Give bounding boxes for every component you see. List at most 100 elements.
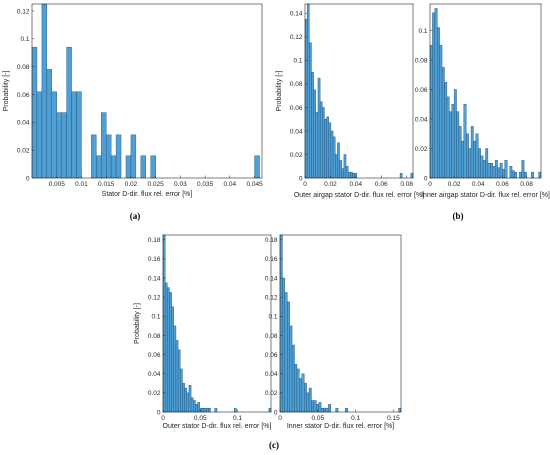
histogram-bar-c1-9 [182, 383, 185, 413]
y-axis-label-b1: Probability [-] [276, 71, 283, 112]
histogram-bar-b1-13 [332, 136, 336, 179]
histogram-bar-c1-20 [205, 407, 209, 413]
histogram-bar-a-2 [41, 3, 48, 179]
histogram-bar-c1-13 [190, 397, 194, 413]
y-tick-label-a-2: 0.04 [17, 120, 30, 127]
histogram-bar-b1-6 [317, 77, 321, 179]
histogram-bar-c1-4 [171, 306, 174, 413]
histogram-bar-b1-14 [335, 154, 338, 179]
histogram-bar-b1-16 [339, 160, 342, 179]
x-tick-label-b2-3: 0.06 [496, 181, 509, 188]
y-tick-label-b2-5: 0.1 [418, 28, 427, 35]
subfigure-caption-b2: (b) [453, 211, 464, 221]
x-tick-label-c2-1: 0.05 [311, 415, 324, 422]
histogram-bar-b2-12 [458, 126, 462, 179]
histogram-bar-c2-19 [325, 407, 329, 413]
x-tick-label-a-0: 0.005 [49, 181, 66, 188]
histogram-bar-c2-27 [345, 407, 348, 413]
histogram-bar-b2-38 [521, 160, 525, 179]
y-tick-label-c2-3: 0.06 [265, 352, 278, 359]
histogram-bar-b1-7 [319, 101, 323, 179]
histogram-bar-b2-4 [439, 45, 443, 179]
histogram-bar-a-7 [66, 46, 72, 179]
histogram-bar-a-17 [115, 134, 122, 179]
x-tick-label-b2-4: 0.08 [520, 181, 533, 188]
axes-frame-b1 [304, 3, 414, 179]
histogram-bar-b2-31 [504, 160, 508, 179]
x-tick-label-b1-1: 0.02 [324, 181, 337, 188]
histogram-bar-b2-14 [463, 104, 467, 179]
histogram-bar-c2-18 [323, 407, 327, 413]
histogram-bar-b2-35 [514, 171, 518, 179]
histogram-bar-b1-44 [399, 173, 403, 179]
histogram-bar-b1-3 [311, 71, 314, 179]
histogram-bar-b2-23 [485, 148, 489, 179]
x-tick-label-c1-1: 0.05 [194, 415, 207, 422]
histogram-bar-b2-24 [487, 163, 491, 179]
histogram-bar-b1-2 [309, 42, 312, 179]
histogram-bar-b1-15 [337, 142, 340, 179]
subfigure-caption-a: (a) [130, 211, 141, 221]
histogram-bar-c2-16 [318, 402, 322, 413]
histogram-bar-b1-21 [350, 171, 353, 179]
histogram-bar-c2-5 [291, 344, 295, 413]
y-tick-label-c1-7: 0.14 [148, 275, 161, 282]
histogram-bar-c1-0 [162, 234, 166, 413]
histogram-bar-b2-30 [502, 168, 506, 179]
histogram-bar-c1-10 [184, 387, 187, 413]
histogram-bar-c1-16 [197, 402, 200, 413]
y-tick-label-b2-2: 0.04 [415, 116, 428, 123]
histogram-bar-b1-10 [326, 116, 329, 179]
histogram-bar-c1-33 [234, 407, 237, 413]
histogram-bar-b1-49 [410, 173, 414, 179]
x-tick-label-c2-0: 0 [278, 415, 282, 422]
y-tick-label-a-4: 0.08 [17, 64, 30, 71]
histogram-bar-c2-11 [306, 392, 310, 413]
y-tick-label-c2-0: 0 [274, 409, 278, 416]
histogram-bar-a-4 [51, 91, 57, 179]
histogram-bar-b2-7 [446, 96, 450, 179]
histogram-bar-a-22 [140, 155, 146, 179]
y-tick-label-c1-9: 0.18 [148, 237, 161, 244]
x-tick-label-b1-0: 0 [303, 181, 307, 188]
histogram-bar-b1-8 [322, 107, 325, 179]
y-axis-label-a: Probability [-] [3, 71, 10, 112]
histogram-bar-c2-1 [282, 277, 286, 413]
y-tick-label-a-5: 0.1 [20, 36, 29, 43]
y-tick-label-b1-4: 0.08 [290, 81, 303, 88]
histogram-bar-b2-8 [449, 111, 452, 179]
x-tick-label-a-6: 0.035 [197, 181, 214, 188]
x-axis-label-c1: Outer stator D-dir. flux rel. error [%] [163, 423, 272, 430]
histogram-bar-c2-10 [304, 383, 307, 413]
y-tick-label-c2-6: 0.12 [265, 294, 278, 301]
y-tick-label-b2-4: 0.08 [415, 57, 428, 64]
histogram-bar-c2-3 [287, 301, 290, 413]
histogram-bar-b2-2 [434, 8, 438, 179]
histogram-bar-c2-20 [328, 404, 332, 413]
y-tick-label-c1-8: 0.16 [148, 256, 161, 263]
histogram-bar-b1-22 [352, 173, 355, 179]
histogram-bar-c1-24 [214, 407, 218, 413]
x-axis-label-c2: Inner stator D-dir. flux rel. error [%] [287, 423, 394, 430]
histogram-bar-b2-11 [456, 111, 460, 179]
x-tick-label-a-3: 0.02 [125, 181, 138, 188]
histogram-bar-b2-15 [466, 133, 469, 179]
histogram-bar-b1-4 [313, 89, 317, 179]
histogram-bar-c2-12 [308, 387, 312, 413]
histogram-bar-c2-8 [299, 378, 302, 413]
histogram-bar-a-6 [61, 112, 67, 179]
histogram-bar-a-24 [150, 155, 156, 179]
x-tick-label-b2-0: 0 [428, 181, 432, 188]
histogram-bar-a-14 [101, 112, 107, 179]
x-tick-label-a-4: 0.025 [148, 181, 165, 188]
histogram-bar-b2-29 [499, 163, 503, 179]
x-tick-label-a-5: 0.03 [174, 181, 187, 188]
y-tick-label-c1-5: 0.1 [151, 314, 160, 321]
subfigure-caption-c1: (c) [269, 440, 279, 450]
histogram-bar-b1-12 [330, 130, 334, 179]
histogram-bar-c1-12 [188, 385, 192, 413]
x-tick-label-b1-2: 0.04 [349, 181, 362, 188]
histogram-bar-a-16 [110, 155, 117, 179]
y-tick-label-b1-1: 0.02 [290, 152, 303, 159]
